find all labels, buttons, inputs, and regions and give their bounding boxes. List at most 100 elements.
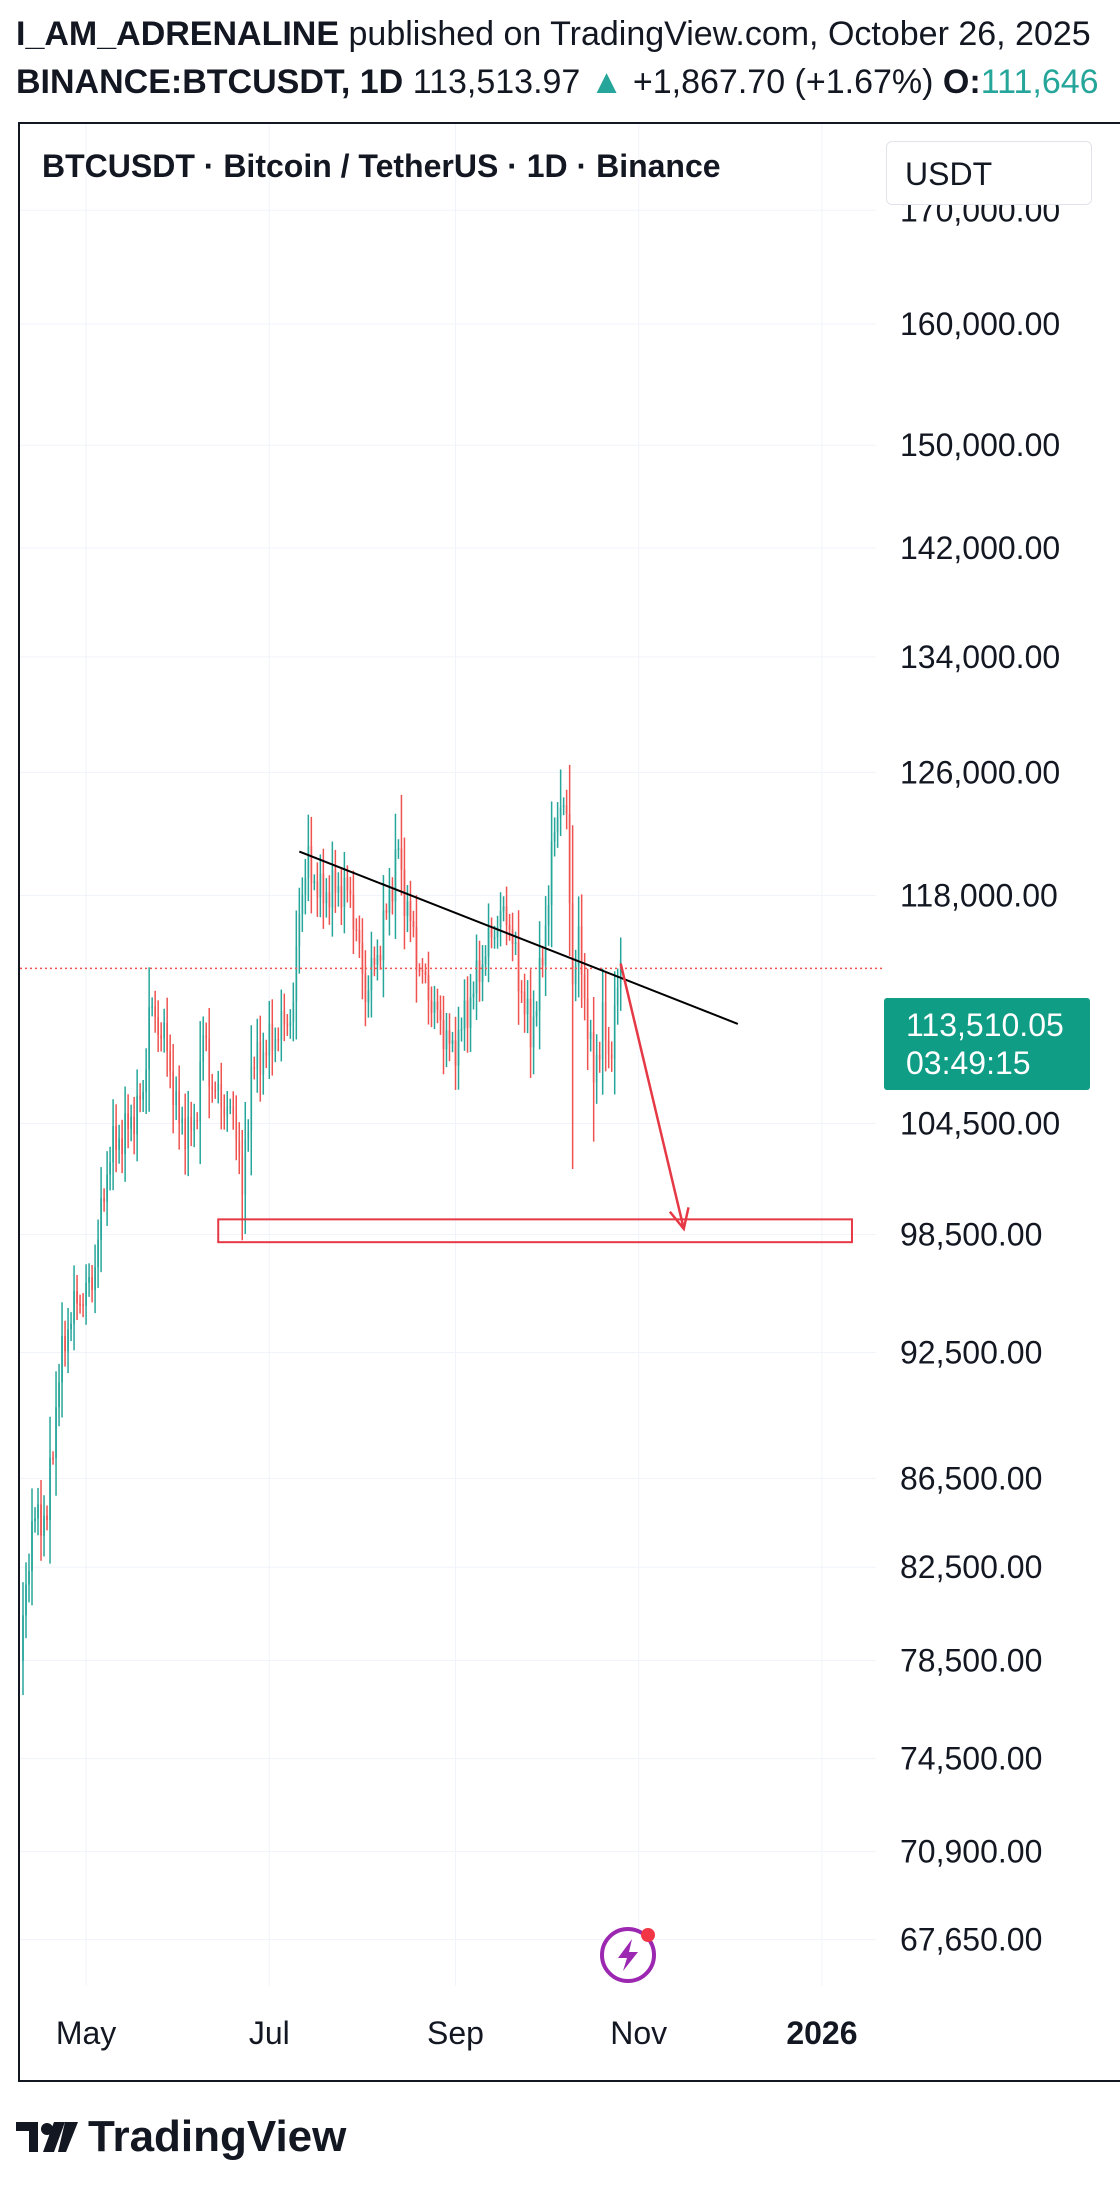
- candle-body: [352, 894, 355, 930]
- candle-body: [529, 998, 532, 1048]
- candle-body: [484, 956, 487, 965]
- candle-body: [457, 1029, 460, 1066]
- last-price: 113,513.97: [412, 63, 581, 101]
- candle-body: [619, 960, 622, 988]
- chart-frame: [18, 122, 1120, 2082]
- price-change: +1,867.70 (+1.67%): [632, 63, 934, 101]
- candle-body: [121, 1138, 123, 1155]
- candle-body: [259, 1041, 262, 1075]
- candle-body: [517, 942, 520, 992]
- projection-arrow-head: [668, 1207, 690, 1232]
- candle-body: [349, 890, 352, 895]
- candle-body: [586, 998, 589, 1040]
- y-tick-label: 70,900.00: [900, 1834, 1042, 1870]
- candle-body: [298, 914, 301, 947]
- candle-body: [226, 1106, 229, 1117]
- candle-body: [196, 1119, 199, 1122]
- candle-body: [463, 1000, 466, 1030]
- bar-countdown: 03:49:15: [906, 1045, 1031, 1081]
- candle-body: [331, 869, 334, 908]
- symbol-header: BINANCE:BTCUSDT, 1D 113,513.97 ▲ +1,867.…: [16, 62, 1106, 102]
- candle-body: [118, 1138, 120, 1150]
- candle-body: [556, 817, 559, 833]
- candle-body: [136, 1095, 138, 1135]
- candle-body: [166, 1022, 168, 1052]
- tradingview-brand[interactable]: TradingView: [16, 2112, 346, 2162]
- candle-body: [376, 955, 379, 965]
- candle-body: [253, 1066, 256, 1070]
- candle-body: [340, 886, 343, 908]
- candle-body: [379, 955, 382, 961]
- candle-body: [154, 1006, 156, 1017]
- candle-body: [442, 1020, 445, 1050]
- candle-body: [505, 906, 508, 926]
- candle-body: [394, 849, 397, 902]
- candle-body: [493, 937, 496, 939]
- open-value: 111,646: [980, 63, 1099, 101]
- candle-body: [487, 928, 490, 957]
- candle-body: [553, 832, 556, 842]
- candle-body: [172, 1071, 175, 1106]
- y-tick-label: 118,000.00: [900, 878, 1058, 914]
- publish-header: I_AM_ADRENALINE published on TradingView…: [16, 14, 1091, 54]
- candle-body: [577, 926, 580, 967]
- candle-body: [91, 1277, 93, 1291]
- candle-body: [55, 1407, 57, 1459]
- candle-body: [214, 1090, 217, 1092]
- candle-body: [307, 846, 310, 879]
- candle-body: [109, 1162, 111, 1175]
- candle-body: [58, 1382, 60, 1408]
- publish-info: published on TradingView.com, October 26…: [348, 15, 1091, 53]
- candle-body: [508, 925, 511, 930]
- candle-body: [367, 990, 370, 1003]
- candle-body: [316, 881, 319, 898]
- candle-body: [604, 1002, 607, 1041]
- x-tick-label: Sep: [427, 2015, 484, 2051]
- candle-body: [343, 877, 346, 908]
- candle-body: [532, 1016, 535, 1048]
- candle-body: [202, 1035, 205, 1062]
- candle-body: [127, 1113, 129, 1129]
- candle-body: [151, 1006, 153, 1008]
- candle-body: [271, 1023, 274, 1051]
- candle-body: [289, 1021, 292, 1027]
- candle-body: [427, 975, 430, 1001]
- candle-body: [283, 1010, 286, 1024]
- author-name[interactable]: I_AM_ADRENALINE: [16, 15, 340, 53]
- candle-body: [481, 964, 484, 982]
- candle-body: [268, 1023, 271, 1056]
- candle-body: [520, 991, 523, 993]
- candle-body: [313, 881, 316, 884]
- candle-body: [325, 892, 328, 904]
- candle-body: [163, 1022, 165, 1039]
- candle-body: [583, 974, 586, 999]
- candle-body: [100, 1198, 102, 1240]
- candle-body: [448, 1030, 451, 1044]
- candle-body: [361, 943, 364, 974]
- chart-legend: BTCUSDT · Bitcoin / TetherUS · 1D · Bina…: [42, 148, 721, 184]
- candle-body: [181, 1118, 184, 1124]
- current-price-value: 113,510.05: [906, 1007, 1064, 1043]
- candle-body: [31, 1521, 33, 1572]
- target-zone-box: [217, 1218, 853, 1244]
- candle-body: [601, 1002, 604, 1060]
- candle-body: [382, 910, 385, 961]
- candle-body: [436, 1001, 439, 1010]
- candle-body: [70, 1323, 72, 1330]
- y-tick-label: 86,500.00: [900, 1460, 1042, 1496]
- candle-body: [304, 878, 307, 895]
- candle-body: [454, 1040, 457, 1066]
- candle-body: [193, 1119, 196, 1131]
- candle-body: [571, 903, 574, 985]
- candle-body: [88, 1277, 90, 1283]
- candle-body: [373, 957, 376, 965]
- candle-body: [535, 1010, 538, 1017]
- candle-body: [310, 846, 313, 884]
- candle-body: [130, 1116, 132, 1129]
- candle-body: [346, 877, 349, 891]
- currency-selector[interactable]: USDT: [886, 141, 1092, 205]
- candle-body: [295, 946, 298, 1002]
- candle-body: [265, 1052, 268, 1056]
- candle-body: [220, 1083, 223, 1108]
